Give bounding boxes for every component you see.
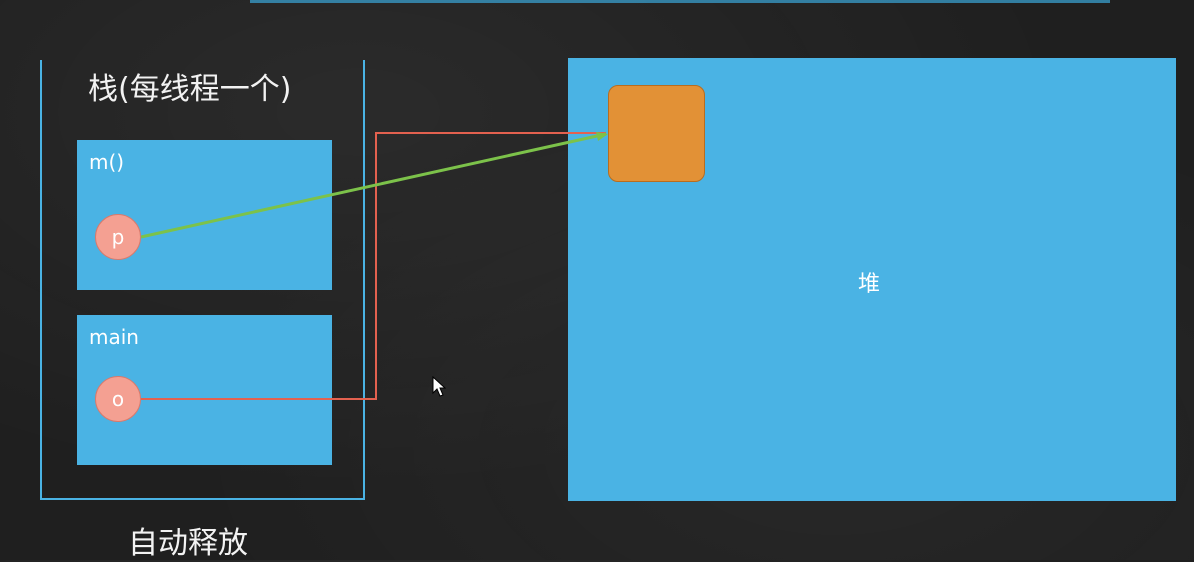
frame-label-m: m() [89,150,125,174]
reference-line-p [140,132,607,239]
stack-container [40,60,365,500]
frame-label-main: main [89,325,139,349]
mouse-cursor-icon [432,376,446,397]
heap-label: 堆 [858,272,881,297]
variable-p: p [95,214,141,260]
reference-line-o [141,132,606,400]
heap-object [608,85,705,182]
arrowhead-p [596,132,608,141]
stack-title: 栈(每线程一个) [88,72,292,107]
top-accent-line [250,0,1110,3]
auto-release-label: 自动释放 [128,526,248,561]
variable-o: o [95,376,141,422]
